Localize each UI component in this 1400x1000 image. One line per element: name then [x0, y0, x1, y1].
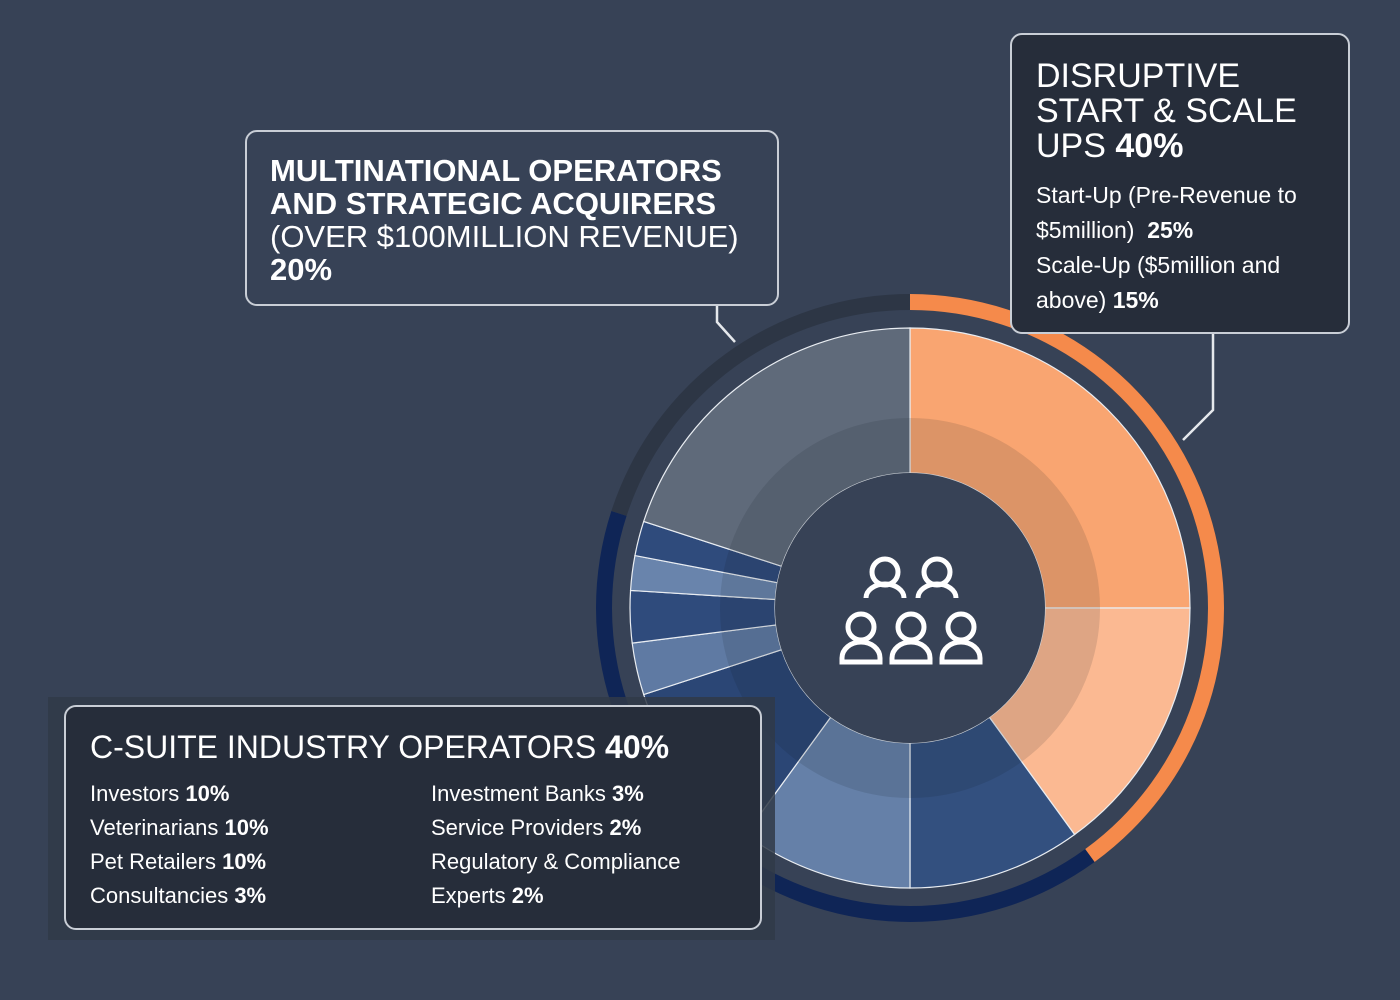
callout-disruptive: DISRUPTIVE START & SCALE UPS 40% Start-U… [1010, 33, 1350, 334]
item-value: 10% [222, 849, 267, 874]
item-value: 10% [224, 815, 269, 840]
item-column: Investors 10% Veterinarians 10% Pet Retail… [90, 777, 410, 913]
item-value: 3% [612, 781, 644, 806]
group-value: 40% [605, 729, 670, 765]
callout-csuite: C-SUITE INDUSTRY OPERATORS 40% Investors… [64, 705, 762, 930]
item-label: Pet Retailers [90, 849, 216, 874]
item-label: Scale-Up ($5million and above) [1036, 252, 1281, 313]
item-label: Investors [90, 781, 180, 806]
group-ring [611, 294, 910, 516]
item-column: Investment Banks 3% Service Providers 2% R… [431, 777, 721, 913]
group-title: DISRUPTIVE START & SCALE UPS [1036, 57, 1297, 165]
group-value: 40% [1115, 127, 1184, 165]
item-value: 2% [609, 815, 642, 840]
item: Investors 10% [90, 777, 410, 811]
group-heading: DISRUPTIVE START & SCALE UPS 40% [1036, 59, 1336, 164]
item-label: Service Providers [431, 815, 604, 840]
group-heading: C-SUITE INDUSTRY OPERATORS 40% [90, 729, 669, 765]
item: Regulatory & Compliance Experts 2% [431, 845, 721, 913]
people-icon [839, 556, 983, 665]
center [775, 473, 1045, 743]
connector [1182, 333, 1215, 441]
item-label: Consultancies [90, 883, 229, 908]
callout-multinational: MULTINATIONAL OPERATORS AND STRATEGIC AC… [245, 130, 779, 306]
item-label: Regulatory & Compliance Experts [431, 849, 681, 908]
item: Pet Retailers 10% [90, 845, 410, 879]
item: Veterinarians 10% [90, 811, 410, 845]
item-value: 2% [511, 883, 544, 908]
item-label: Veterinarians [90, 815, 219, 840]
pie [595, 294, 1224, 922]
group-note: (OVER $100MILLION REVENUE) [270, 219, 739, 254]
group-value: 20% [270, 252, 333, 287]
group-title: C-SUITE INDUSTRY OPERATORS [90, 729, 597, 765]
item-value: 3% [234, 883, 267, 908]
item-label: Start-Up (Pre-Revenue to $5million) [1036, 182, 1297, 243]
item: Consultancies 3% [90, 879, 410, 913]
item-value: 25% [1147, 217, 1194, 243]
item-value: 15% [1112, 287, 1159, 313]
group-ring [595, 510, 1095, 922]
item: Investment Banks 3% [431, 777, 721, 811]
item-value: 10% [185, 781, 230, 806]
item: Service Providers 2% [431, 811, 721, 845]
group-title: MULTINATIONAL OPERATORS AND STRATEGIC AC… [270, 153, 722, 221]
item-label: Investment Banks [431, 781, 606, 806]
